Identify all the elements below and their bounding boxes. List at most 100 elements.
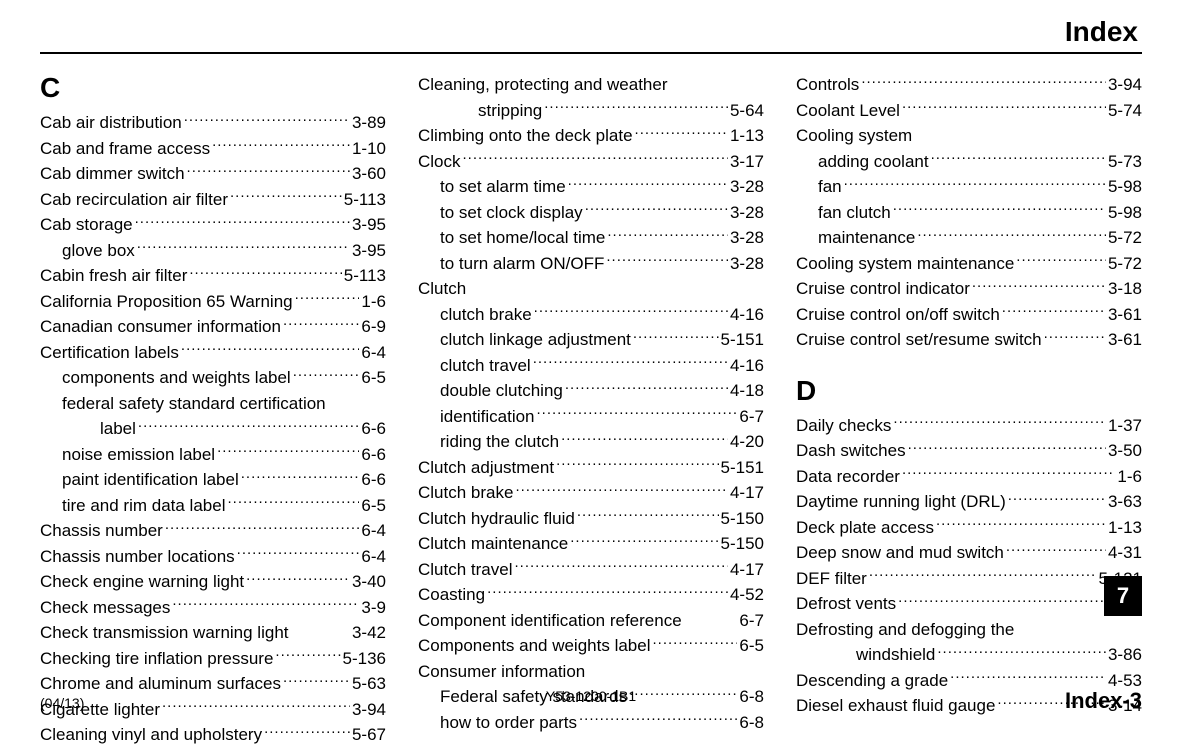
index-entry-page: 6-5 [739, 633, 764, 659]
index-entry-page: 5-74 [1108, 98, 1142, 124]
index-entry-dots [165, 519, 360, 536]
index-entry-page: 6-5 [361, 365, 386, 391]
index-entry-page: 5-72 [1108, 225, 1142, 251]
index-entry-dots [568, 175, 728, 192]
index-entry: Cab dimmer switch 3-60 [40, 161, 386, 187]
index-entry-dots [293, 366, 360, 383]
index-entry-label: Cleaning, protecting and weather [418, 72, 668, 98]
index-entry: paint identification label 6-6 [40, 467, 386, 493]
index-entry: Clutch hydraulic fluid 5-150 [418, 506, 764, 532]
index-entry-dots [217, 443, 359, 460]
index-entry-label: Checking tire inflation pressure [40, 646, 273, 672]
column-2: Cleaning, protecting and weatherstrippin… [418, 72, 764, 748]
index-entry: Daytime running light (DRL) 3-63 [796, 489, 1142, 515]
index-entry: Controls 3-94 [796, 72, 1142, 98]
index-entry-dots [585, 201, 728, 218]
index-entry-dots [606, 252, 728, 269]
index-entry: Clutch maintenance 5-150 [418, 531, 764, 557]
index-entry-label: Cruise control set/resume switch [796, 327, 1042, 353]
index-entry-dots [570, 532, 718, 549]
index-entry-label: Cooling system [796, 123, 912, 149]
index-entry-page: 5-67 [352, 722, 386, 748]
index-entry: Canadian consumer information 6-9 [40, 314, 386, 340]
index-entry: Cleaning vinyl and upholstery 5-67 [40, 722, 386, 748]
index-entry: Cabin fresh air filter 5-113 [40, 263, 386, 289]
index-entry-page: 6-9 [361, 314, 386, 340]
index-entry-dots [1016, 252, 1106, 269]
index-entry-page: 5-72 [1108, 251, 1142, 277]
index-entry-dots [468, 277, 762, 294]
index-entry-dots [937, 643, 1106, 660]
index-entry-dots [893, 201, 1106, 218]
index-entry-label: Coasting [418, 582, 485, 608]
index-entry-page: 1-13 [730, 123, 764, 149]
index-entry: Clutch adjustment 5-151 [418, 455, 764, 481]
index-entry-label: fan [818, 174, 842, 200]
index-entry-label: Cab air distribution [40, 110, 182, 136]
index-entry-page: 5-113 [344, 187, 386, 213]
index-entry-label: Clutch [418, 276, 466, 302]
index-entry-page: 3-28 [730, 174, 764, 200]
index-entry-page: 4-16 [730, 302, 764, 328]
index-entry-page: 4-17 [730, 557, 764, 583]
index-entry: Check transmission warning light 3-42 [40, 620, 386, 646]
index-entry-label: DEF filter [796, 566, 867, 592]
index-entry: clutch linkage adjustment 5-151 [418, 327, 764, 353]
index-entry: Component identification reference 6-7 [418, 608, 764, 634]
index-entry-dots [189, 264, 341, 281]
index-entry: Check messages 3-9 [40, 595, 386, 621]
index-entry-dots [283, 315, 359, 332]
index-columns: C Cab air distribution 3-89Cab and frame… [40, 72, 1142, 748]
index-entry-dots [1008, 490, 1106, 507]
index-entry: Cab air distribution 3-89 [40, 110, 386, 136]
index-entry: Cleaning, protecting and weather [418, 72, 764, 98]
index-entry-page: 3-63 [1108, 489, 1142, 515]
page-title: Index [40, 16, 1142, 48]
index-entry: clutch brake 4-16 [418, 302, 764, 328]
index-entry-label: to turn alarm ON/OFF [440, 251, 604, 277]
index-entry: Deck plate access 1-13 [796, 515, 1142, 541]
index-entry-dots [931, 150, 1106, 167]
index-entry-page: 4-16 [730, 353, 764, 379]
index-entry-label: Climbing onto the deck plate [418, 123, 633, 149]
index-entry: to turn alarm ON/OFF 3-28 [418, 251, 764, 277]
index-entry-dots [1006, 541, 1106, 558]
index-entry-page: 6-6 [361, 442, 386, 468]
index-entry-dots [291, 621, 350, 638]
index-entry-dots [844, 175, 1106, 192]
index-entry-label: fan clutch [818, 200, 891, 226]
index-entry-page: 3-17 [730, 149, 764, 175]
index-entry-page: 6-6 [361, 467, 386, 493]
index-entry: Chassis number 6-4 [40, 518, 386, 544]
index-entry-page: 3-94 [1108, 72, 1142, 98]
footer-left: (04/13) [40, 695, 84, 711]
index-entry-page: 5-150 [721, 506, 764, 532]
index-entry: Deep snow and mud switch 4-31 [796, 540, 1142, 566]
index-entry-label: windshield [856, 642, 935, 668]
index-entry-label: Canadian consumer information [40, 314, 281, 340]
index-entry-dots [635, 124, 728, 141]
index-entry-label: riding the clutch [440, 429, 559, 455]
index-entry: to set alarm time 3-28 [418, 174, 764, 200]
index-entry-dots [544, 99, 728, 116]
index-entry-label: Dash switches [796, 438, 906, 464]
index-entry-page: 6-7 [739, 608, 764, 634]
index-entry-dots [275, 647, 340, 664]
index-entry-label: Cab and frame access [40, 136, 210, 162]
index-entry: Clutch brake 4-17 [418, 480, 764, 506]
index-entry-page: 5-136 [343, 646, 386, 672]
index-entry-dots [212, 137, 350, 154]
index-entry-dots [607, 226, 728, 243]
index-entry: DEF filter 5-121 [796, 566, 1142, 592]
index-entry-label: Deck plate access [796, 515, 934, 541]
index-entry: Cruise control set/resume switch 3-61 [796, 327, 1142, 353]
index-entry: federal safety standard certification [40, 391, 386, 417]
index-entry-label: California Proposition 65 Warning [40, 289, 293, 315]
index-entry-label: double clutching [440, 378, 563, 404]
index-entry: Consumer information [418, 659, 764, 685]
index-entry-page: 3-28 [730, 200, 764, 226]
index-entry-label: Cruise control on/off switch [796, 302, 1000, 328]
index-entry-label: clutch travel [440, 353, 531, 379]
index-entry-dots [633, 328, 719, 345]
index-entry-dots [328, 392, 384, 409]
